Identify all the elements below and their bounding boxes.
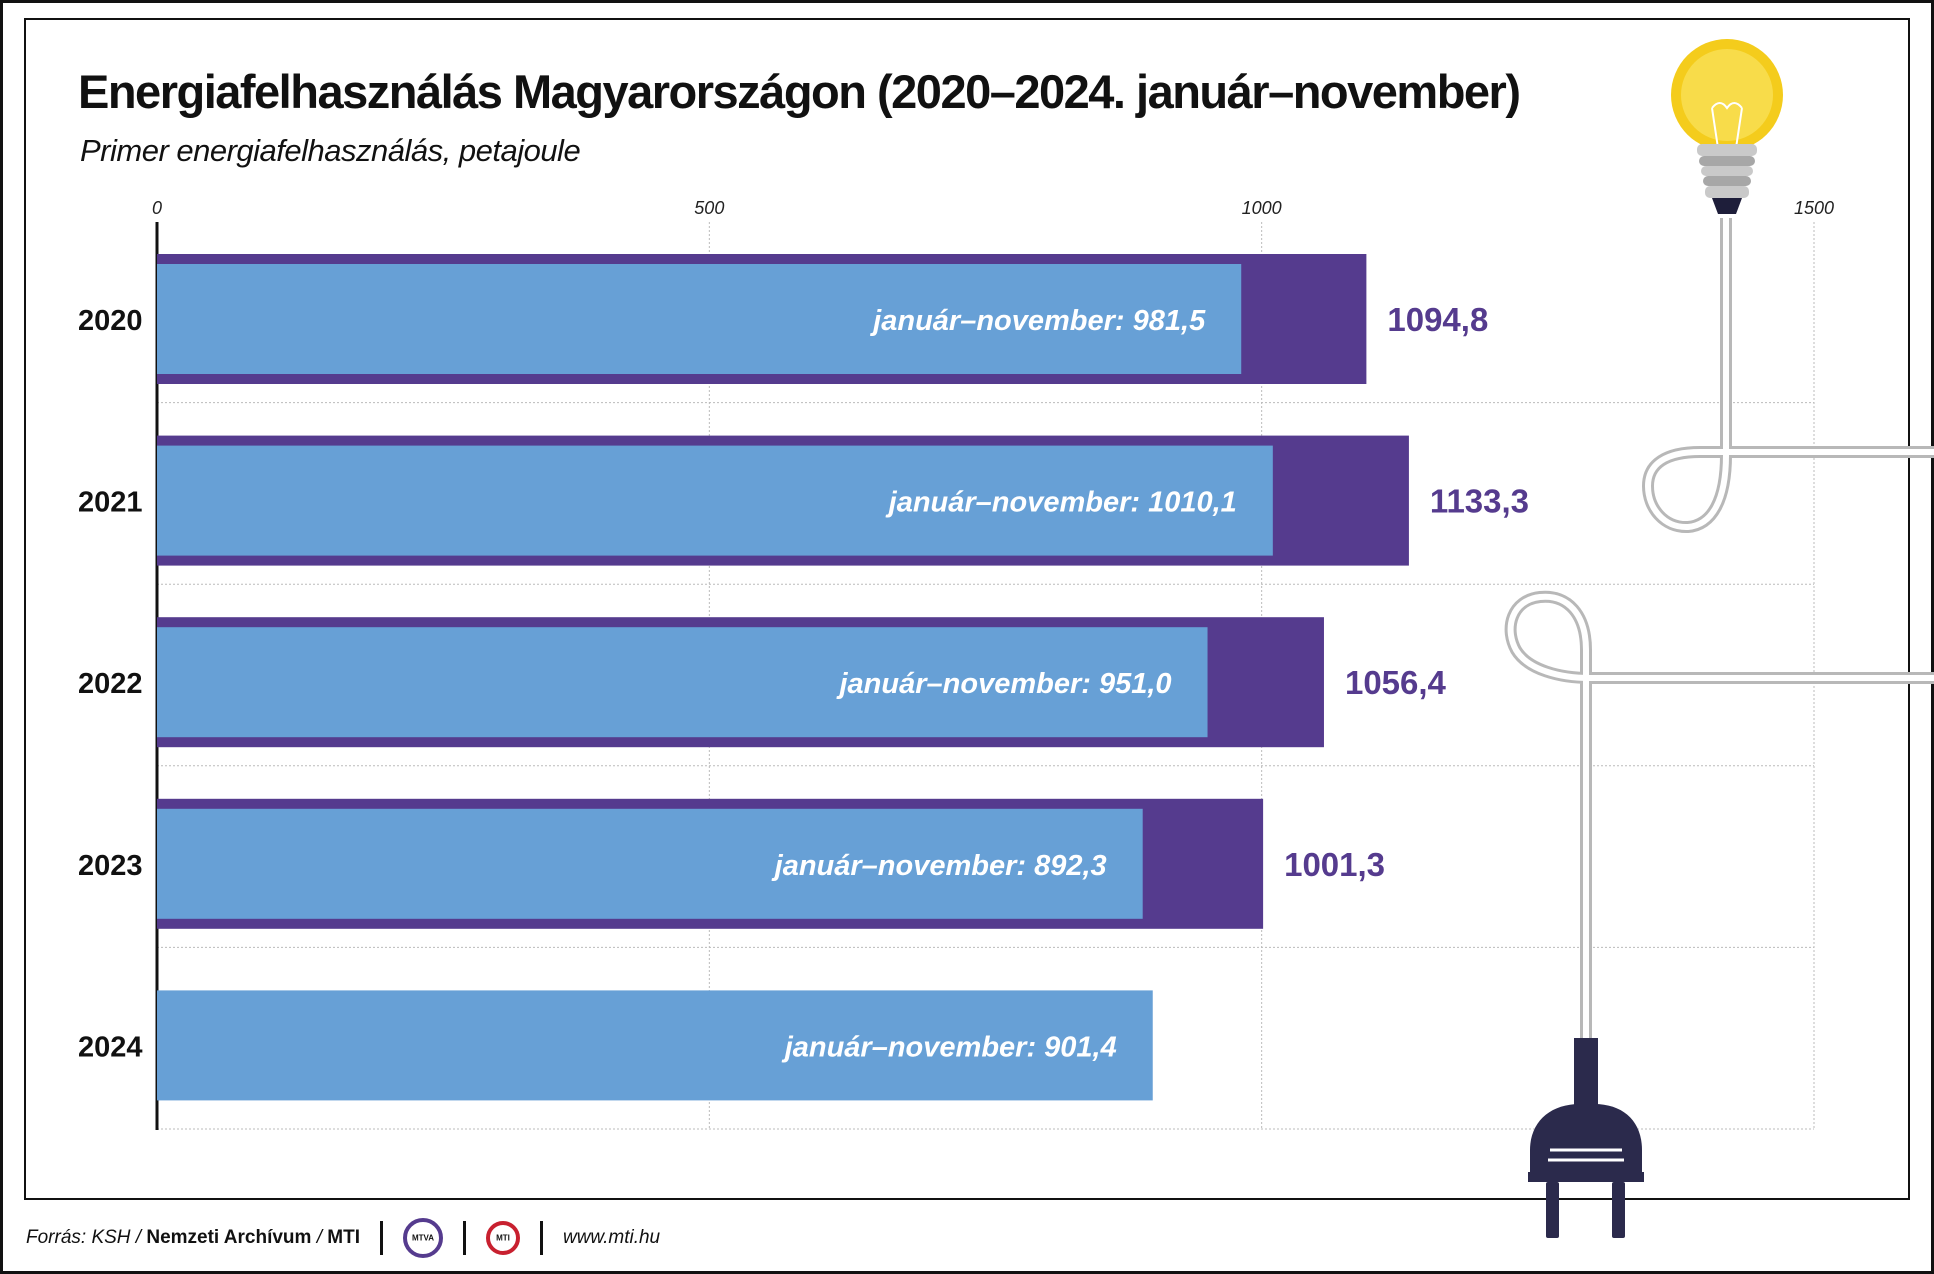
- data-label-jan-nov: január–november: 951,0: [835, 668, 1171, 700]
- x-tick-label: 1500: [1794, 198, 1834, 218]
- data-label-annual: 1001,3: [1284, 846, 1385, 883]
- bar-jan-nov: [157, 445, 1273, 556]
- chart-subtitle: Primer energiafelhasználás, petajoule: [80, 133, 581, 168]
- category-label: 2023: [78, 850, 143, 882]
- bars: [157, 254, 1409, 1101]
- x-tick-label: 1000: [1242, 198, 1282, 218]
- bar-jan-nov: [157, 808, 1143, 919]
- data-label-annual: 1056,4: [1345, 664, 1447, 701]
- footer: Forrás: KSH / Nemzeti Archívum / MTI MTV…: [26, 1218, 660, 1258]
- source-archive: Nemzeti Archívum: [146, 1227, 312, 1248]
- source-org: MTI: [327, 1227, 360, 1248]
- bar-jan-nov: [157, 990, 1153, 1101]
- footer-divider: [539, 1221, 543, 1255]
- chart-title: Energiafelhasználás Magyarországon (2020…: [78, 65, 1521, 118]
- data-label-jan-nov: január–november: 1010,1: [885, 487, 1237, 519]
- data-label-annual: 1133,3: [1430, 483, 1529, 520]
- plug-icon: [1528, 1038, 1644, 1238]
- data-label-jan-nov: január–november: 892,3: [771, 850, 1107, 882]
- mtva-logo: MTVA: [402, 1218, 443, 1258]
- category-label: 2020: [78, 305, 143, 337]
- category-label: 2024: [78, 1031, 143, 1063]
- source-prefix: Forrás: KSH /: [26, 1227, 142, 1248]
- x-tick-label: 0: [152, 198, 162, 218]
- labels: 0 500 1000 1500 1094,8 január–november: 981,5…: [78, 198, 1834, 1063]
- decoration: [1504, 39, 1934, 1238]
- cable-icon: [1504, 218, 1934, 1050]
- mti-logo: MTI: [485, 1221, 520, 1255]
- source-separator: /: [316, 1227, 322, 1248]
- category-label: 2022: [78, 668, 143, 700]
- bar-jan-nov: [157, 264, 1242, 374]
- website-link[interactable]: www.mti.hu: [562, 1227, 661, 1248]
- data-label-jan-nov: január–november: 901,4: [781, 1031, 1117, 1063]
- light-bulb-icon: [1671, 39, 1783, 214]
- data-label-annual: 1094,8: [1387, 301, 1488, 338]
- footer-divider: [462, 1221, 466, 1255]
- x-tick-label: 500: [694, 198, 724, 218]
- data-label-jan-nov: január–november: 981,5: [869, 305, 1206, 337]
- footer-divider: [379, 1221, 383, 1255]
- bar-jan-nov: [157, 627, 1208, 738]
- category-label: 2021: [78, 487, 143, 519]
